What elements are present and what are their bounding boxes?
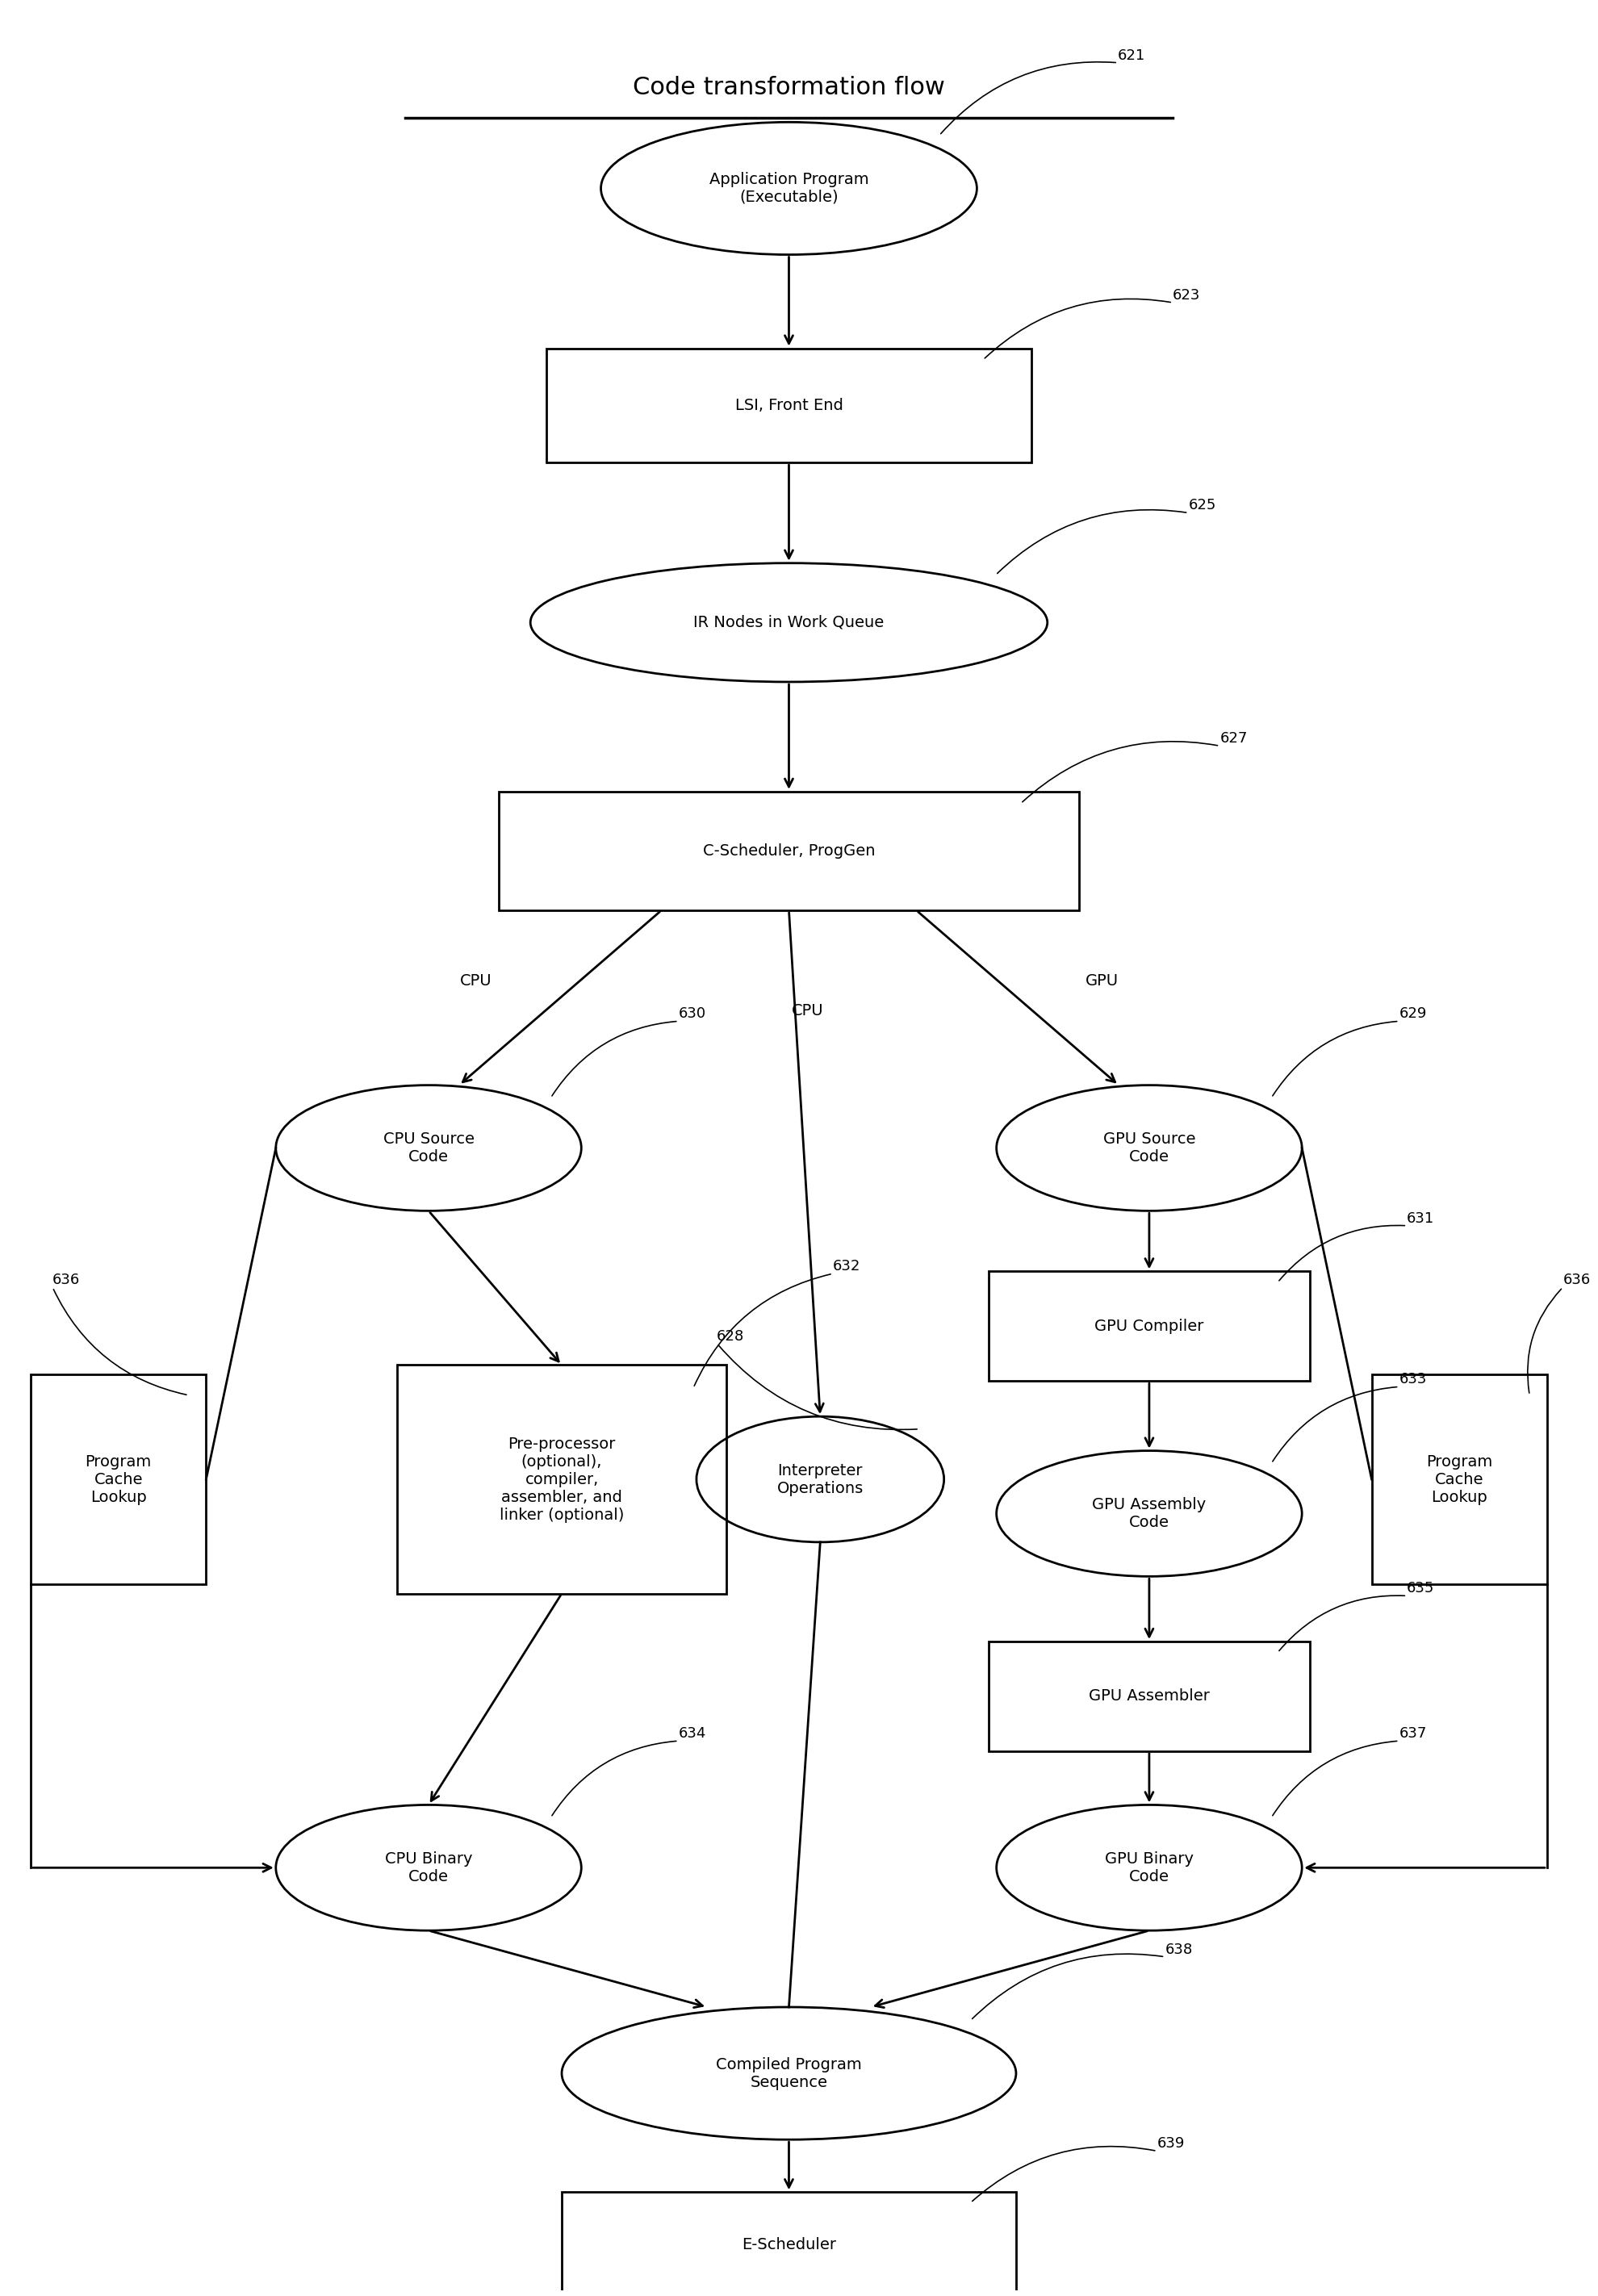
Text: 629: 629 bbox=[1400, 1006, 1427, 1022]
Bar bbox=[989, 1272, 1310, 1382]
Bar bbox=[1371, 1375, 1547, 1584]
Text: 630: 630 bbox=[679, 1006, 706, 1022]
Text: IR Nodes in Work Queue: IR Nodes in Work Queue bbox=[694, 615, 884, 629]
Text: 628: 628 bbox=[718, 1329, 745, 1343]
Text: CPU: CPU bbox=[791, 1003, 823, 1019]
Text: CPU Binary
Code: CPU Binary Code bbox=[385, 1851, 473, 1885]
Text: Program
Cache
Lookup: Program Cache Lookup bbox=[85, 1453, 152, 1504]
Bar bbox=[499, 792, 1079, 912]
Text: GPU: GPU bbox=[1085, 974, 1119, 990]
Text: LSI, Front End: LSI, Front End bbox=[735, 397, 842, 413]
Text: 634: 634 bbox=[679, 1727, 706, 1740]
Text: CPU Source
Code: CPU Source Code bbox=[384, 1132, 475, 1164]
Text: 621: 621 bbox=[1119, 48, 1146, 62]
Text: Application Program
(Executable): Application Program (Executable) bbox=[710, 172, 869, 204]
Text: GPU Binary
Code: GPU Binary Code bbox=[1104, 1851, 1194, 1885]
Bar bbox=[398, 1366, 725, 1593]
Text: CPU: CPU bbox=[460, 974, 492, 990]
Bar bbox=[989, 1642, 1310, 1752]
Text: 623: 623 bbox=[1173, 287, 1200, 303]
Text: GPU Assembly
Code: GPU Assembly Code bbox=[1091, 1497, 1206, 1529]
Text: Interpreter
Operations: Interpreter Operations bbox=[777, 1463, 863, 1495]
Text: 632: 632 bbox=[833, 1258, 860, 1274]
Text: E-Scheduler: E-Scheduler bbox=[741, 2236, 836, 2252]
Text: 636: 636 bbox=[1563, 1272, 1590, 1288]
Text: GPU Source
Code: GPU Source Code bbox=[1103, 1132, 1195, 1164]
Text: 635: 635 bbox=[1406, 1582, 1435, 1596]
Text: GPU Assembler: GPU Assembler bbox=[1088, 1688, 1210, 1704]
Text: Pre-processor
(optional),
compiler,
assembler, and
linker (optional): Pre-processor (optional), compiler, asse… bbox=[500, 1435, 625, 1522]
Text: GPU Compiler: GPU Compiler bbox=[1095, 1318, 1203, 1334]
Text: 637: 637 bbox=[1400, 1727, 1427, 1740]
Bar bbox=[547, 349, 1032, 461]
Bar bbox=[30, 1375, 206, 1584]
Text: 639: 639 bbox=[1157, 2138, 1184, 2151]
Text: Compiled Program
Sequence: Compiled Program Sequence bbox=[716, 2057, 861, 2089]
Text: Program
Cache
Lookup: Program Cache Lookup bbox=[1425, 1453, 1493, 1504]
Text: 627: 627 bbox=[1219, 732, 1248, 746]
Text: 638: 638 bbox=[1165, 1942, 1192, 1956]
Text: Code transformation flow: Code transformation flow bbox=[633, 76, 944, 99]
Text: 625: 625 bbox=[1189, 498, 1216, 512]
Bar bbox=[562, 2193, 1016, 2296]
Text: 633: 633 bbox=[1400, 1373, 1427, 1387]
Text: 636: 636 bbox=[53, 1272, 80, 1288]
Text: 631: 631 bbox=[1406, 1212, 1435, 1226]
Text: C-Scheduler, ProgGen: C-Scheduler, ProgGen bbox=[703, 843, 876, 859]
